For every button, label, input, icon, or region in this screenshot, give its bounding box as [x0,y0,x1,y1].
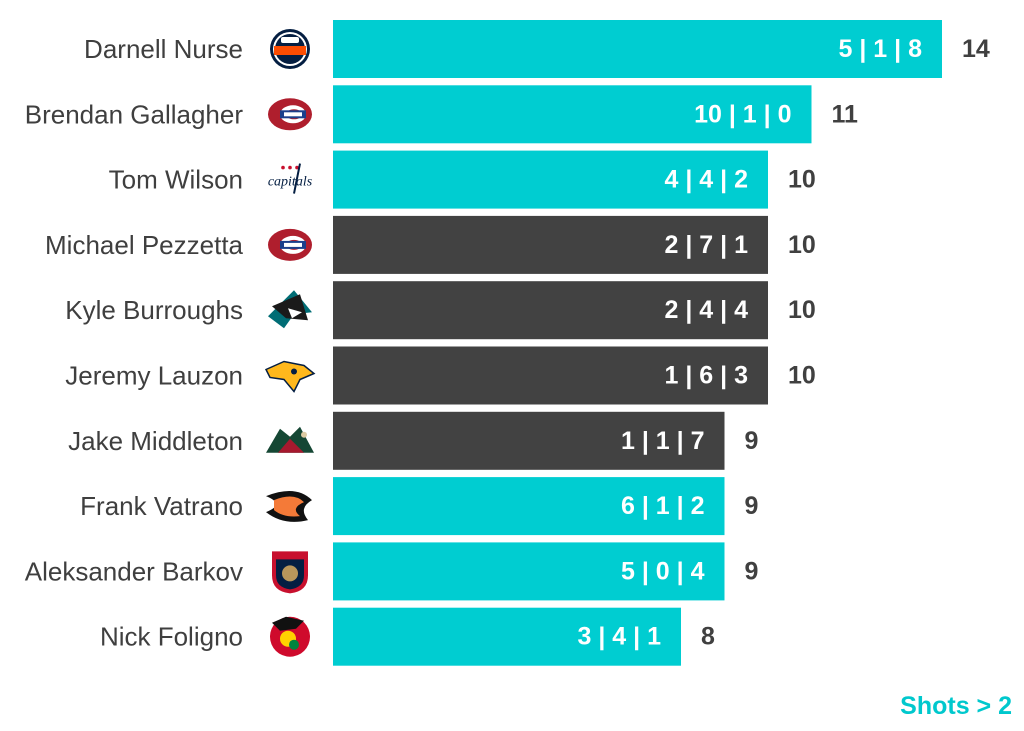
footnote: Shots > 2 [900,692,1012,720]
bar-breakdown-label: 5 | 1 | 8 [839,35,923,63]
player-name: Jeremy Lauzon [65,361,243,391]
bar [333,477,725,536]
team-logo-icon [266,426,314,453]
player-name: Nick Foligno [100,622,243,652]
bar-row: Brendan Gallagher 10 | 1 | 0 11 [25,85,859,144]
bar [333,607,681,666]
bar-total-label: 10 [788,296,816,324]
player-name: Tom Wilson [109,165,243,195]
bar-breakdown-label: 2 | 7 | 1 [665,231,749,259]
team-logo-icon [268,98,312,131]
bar-total-label: 10 [788,362,816,390]
bar-row: Jake Middleton 1 | 1 | 7 9 [68,411,759,470]
team-logo-icon [266,490,312,522]
player-name: Darnell Nurse [84,34,243,64]
bar-breakdown-label: 3 | 4 | 1 [578,623,662,651]
bar-breakdown-label: 2 | 4 | 4 [665,296,749,324]
bar-breakdown-label: 4 | 4 | 2 [665,166,748,194]
bar-total-label: 9 [745,427,759,455]
player-name: Brendan Gallagher [25,99,244,129]
bar-row: Darnell Nurse 5 | 1 | 8 14 [84,20,990,78]
player-name: Kyle Burroughs [65,295,243,325]
bar [333,281,768,340]
team-logo-icon: capitals [268,163,313,194]
bar [333,20,942,78]
team-logo-icon [268,290,312,329]
bar-row: Frank Vatrano 6 | 1 | 2 9 [80,477,759,536]
svg-text:capitals: capitals [268,175,313,190]
bar-row: Tom Wilson capitals 4 | 4 | 2 10 [109,150,816,209]
bar-total-label: 10 [788,166,816,194]
player-name: Michael Pezzetta [45,230,244,260]
bar [333,542,725,601]
bar [333,346,768,405]
bar-row: Nick Foligno 3 | 4 | 1 8 [100,607,715,666]
bar-total-label: 10 [788,231,816,259]
team-logo-icon [270,616,310,657]
bar-breakdown-label: 5 | 0 | 4 [621,557,705,585]
player-name: Frank Vatrano [80,491,243,521]
team-logo-icon [270,29,310,69]
bar-breakdown-label: 10 | 1 | 0 [694,100,791,128]
chart-rows: Darnell Nurse 5 | 1 | 8 14 Brendan Gallaghe… [25,20,990,666]
bar [333,150,768,209]
bar-row: Aleksander Barkov 5 | 0 | 4 9 [25,542,759,601]
bar-total-label: 11 [832,100,859,128]
player-name: Jake Middleton [68,426,243,456]
bar-total-label: 9 [745,557,759,585]
bar-breakdown-label: 6 | 1 | 2 [621,492,704,520]
bar-row: Kyle Burroughs 2 | 4 | 4 10 [65,281,816,340]
team-logo-icon [268,228,312,261]
bar [333,215,768,274]
bar-breakdown-label: 1 | 1 | 7 [621,427,704,455]
bar-row: Michael Pezzetta 2 | 7 | 1 10 [45,215,816,274]
bar-total-label: 8 [701,623,715,651]
team-logo-icon [264,360,316,393]
bar [333,411,725,470]
bar-row: Jeremy Lauzon 1 | 6 | 3 10 [65,346,816,405]
player-name: Aleksander Barkov [25,556,243,586]
bar-breakdown-label: 1 | 6 | 3 [665,362,748,390]
bar [333,85,812,144]
bar-total-label: 9 [745,492,759,520]
bar-total-label: 14 [962,35,990,63]
team-logo-icon [272,551,308,594]
